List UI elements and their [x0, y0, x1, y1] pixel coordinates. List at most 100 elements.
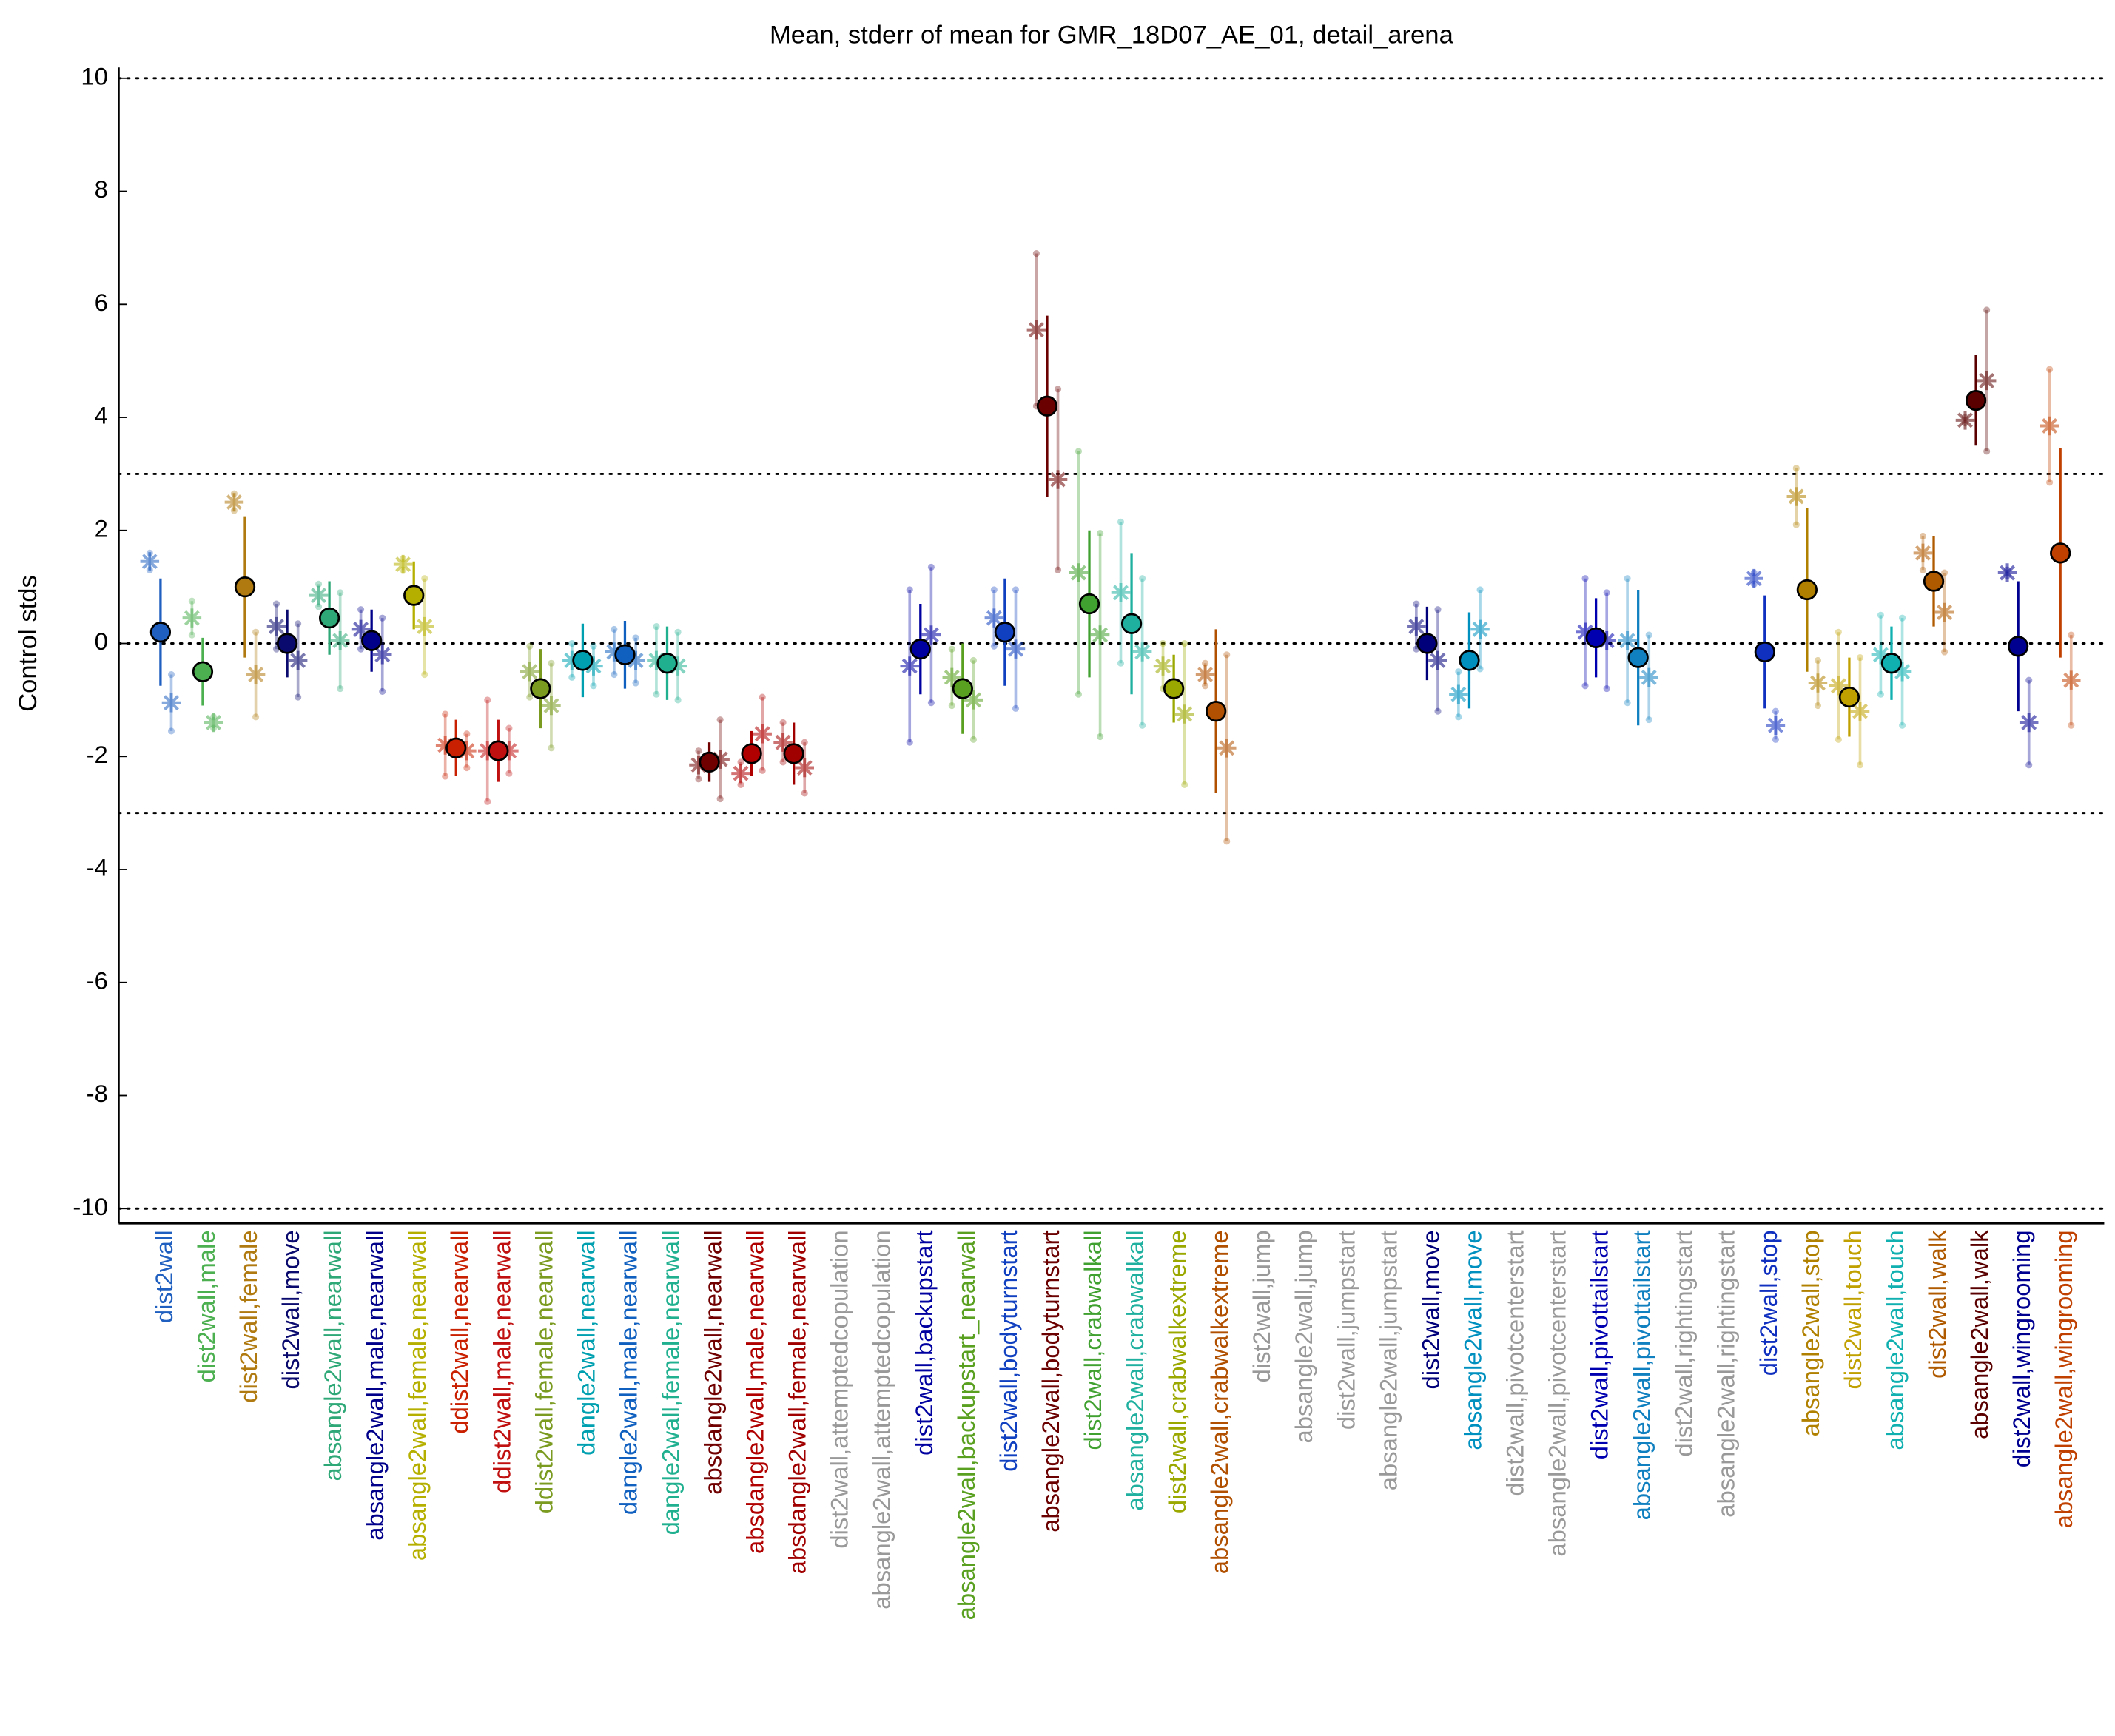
x-tick-label: absangle2wall,pivottailstart: [1628, 1230, 1655, 1520]
error-cap: [1792, 521, 1800, 528]
mean-marker: [614, 644, 636, 665]
star-marker: [921, 625, 941, 645]
x-tick-label: dist2wall,wingrooming: [2008, 1230, 2035, 1467]
error-cap: [1645, 716, 1652, 724]
mean-marker: [783, 743, 804, 764]
error-cap: [1159, 639, 1167, 647]
x-tick-label: absangle2wall,crabwalkextreme: [1206, 1230, 1233, 1574]
y-tick-label: 2: [95, 514, 108, 542]
x-tick-label: absangle2wall,stop: [1797, 1230, 1824, 1436]
y-axis-label: Control stds: [14, 575, 42, 712]
error-cap: [463, 730, 471, 738]
star-marker: [1006, 639, 1026, 659]
mean-marker: [276, 633, 298, 654]
error-cap: [1117, 518, 1125, 525]
error-cap: [272, 600, 280, 608]
star-marker: [1808, 673, 1828, 693]
x-tick-label: absdangle2wall,male,nearwall: [742, 1230, 769, 1554]
error-cap: [1012, 586, 1020, 593]
error-cap: [927, 699, 935, 707]
star-marker: [1217, 739, 1237, 758]
x-tick-label: absangle2wall,jump: [1290, 1230, 1317, 1443]
star-marker: [1048, 470, 1068, 489]
error-cap: [1223, 838, 1231, 845]
mean-marker: [234, 576, 256, 598]
error-cap: [1603, 589, 1610, 596]
star-marker: [1470, 619, 1490, 639]
mean-marker: [149, 622, 172, 643]
star-marker: [204, 713, 223, 733]
x-tick-label: dangle2wall,nearwall: [572, 1230, 599, 1455]
error-cap: [1032, 250, 1040, 258]
error-cap: [632, 679, 639, 687]
star-marker: [710, 750, 730, 769]
star-marker: [435, 736, 455, 755]
error-cap: [442, 710, 449, 718]
error-cap: [653, 623, 660, 630]
star-marker: [1407, 616, 1426, 636]
star-marker: [1090, 625, 1110, 645]
mean-marker: [488, 740, 509, 761]
x-tick-label: absangle2wall,move: [1459, 1230, 1486, 1450]
mean-marker: [1078, 593, 1100, 615]
mean-marker: [192, 661, 214, 682]
x-tick-label: absangle2wall,bodyturnstart: [1037, 1230, 1064, 1532]
error-cap: [737, 781, 744, 789]
error-cap: [1117, 659, 1125, 667]
star-marker: [1069, 563, 1089, 582]
star-marker: [1766, 716, 1786, 736]
x-tick-label: dist2wall,bodyturnstart: [995, 1230, 1022, 1471]
star-marker: [1913, 543, 1933, 563]
star-marker: [351, 619, 371, 639]
error-cap: [759, 767, 766, 774]
x-tick-label: dist2wall,crabwalkextreme: [1163, 1230, 1191, 1513]
x-tick-label: dist2wall,pivottailstart: [1586, 1230, 1613, 1459]
error-cap: [927, 563, 935, 571]
star-marker: [246, 665, 266, 684]
star-marker: [224, 492, 244, 512]
y-tick-label: 4: [95, 402, 108, 429]
star-marker: [477, 741, 497, 761]
x-tick-label: absangle2wall,crabwalkall: [1121, 1230, 1149, 1510]
y-tick-label: -2: [87, 741, 108, 768]
error-cap: [653, 690, 660, 698]
error-cap: [1835, 736, 1842, 743]
x-tick-label: dist2wall,jump: [1248, 1230, 1275, 1382]
mean-marker: [2008, 636, 2029, 657]
star-marker: [1153, 656, 1173, 676]
error-cap: [590, 642, 597, 650]
x-tick-label: dist2wall,stop: [1755, 1230, 1782, 1376]
error-cap: [1603, 685, 1610, 693]
mean-marker: [572, 650, 594, 671]
error-cap: [1899, 721, 1906, 729]
star-marker: [1934, 602, 1954, 622]
mean-marker: [909, 639, 931, 660]
error-cap: [2046, 366, 2054, 373]
star-marker: [372, 645, 392, 665]
error-cap: [632, 634, 639, 642]
error-cap: [1581, 682, 1589, 690]
star-marker: [984, 608, 1004, 628]
y-tick-label: -4: [87, 854, 108, 881]
x-tick-label: absangle2wall,wingrooming: [2050, 1230, 2077, 1528]
error-cap: [568, 639, 576, 647]
star-marker: [1618, 630, 1637, 650]
star-marker: [1892, 662, 1912, 682]
error-cap: [1476, 586, 1484, 593]
star-marker: [266, 616, 286, 636]
star-marker: [1428, 650, 1447, 670]
error-cap: [716, 795, 724, 803]
error-cap: [611, 625, 618, 633]
y-tick-label: 8: [95, 175, 108, 203]
error-cap: [1434, 707, 1442, 715]
error-cap: [548, 659, 555, 667]
error-cap: [695, 747, 702, 755]
error-cap: [1772, 736, 1779, 743]
star-marker: [1195, 665, 1215, 684]
x-tick-label: dangle2wall,female,nearwall: [656, 1230, 684, 1535]
error-cap: [1983, 448, 1991, 455]
error-cap: [969, 656, 978, 664]
error-cap: [463, 764, 471, 772]
error-cap: [526, 642, 534, 650]
mean-marker: [361, 630, 383, 651]
